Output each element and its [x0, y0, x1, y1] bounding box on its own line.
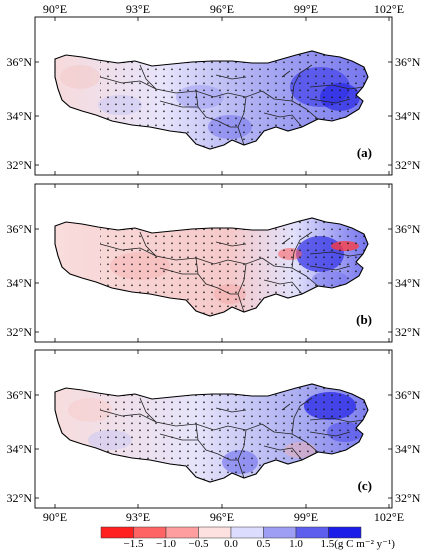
colorbar-tick-label: −1.0 — [156, 538, 176, 550]
lat-tick-right: 36°N — [395, 55, 421, 69]
colorbar-tick-label: −1.5 — [124, 538, 144, 550]
colorbar-swatch — [295, 526, 329, 539]
lat-tick-left: 32°N — [7, 325, 33, 339]
lat-tick-left: 34°N — [7, 109, 33, 123]
colorbar-swatch — [133, 526, 167, 539]
lat-tick-left: 34°N — [7, 276, 33, 290]
lon-tick-bottom: 96°E — [210, 510, 234, 524]
lat-tick-left: 34°N — [7, 442, 33, 456]
colorbar-tick-label: 0.5 — [257, 538, 271, 550]
colorbar-swatch — [165, 526, 199, 539]
lon-tick-top: 93°E — [126, 2, 150, 16]
lat-tick-right: 34°N — [395, 276, 421, 290]
lat-tick-left: 32°N — [7, 491, 33, 505]
map-panel: 36°N 36°N 34°N 34°N 32°N 32°N (a) — [7, 16, 421, 176]
map-panel: 36°N 36°N 34°N 34°N 32°N 32°N (c) — [7, 349, 421, 509]
lat-tick-right: 34°N — [395, 109, 421, 123]
map-panel: 36°N 36°N 34°N 34°N 32°N 32°N (b) — [7, 183, 421, 343]
lat-tick-right: 34°N — [395, 442, 421, 456]
lon-tick-top: 102°E — [374, 2, 404, 16]
lat-tick-left: 32°N — [7, 158, 33, 172]
colorbar-unit-label: 1.5(g C m⁻² y⁻¹) — [321, 538, 396, 550]
lon-tick-top: 96°E — [210, 2, 234, 16]
lat-tick-left: 36°N — [7, 222, 33, 236]
lat-tick-right: 36°N — [395, 388, 421, 402]
colorbar-swatch — [263, 526, 297, 539]
colorbar: −1.5 −1.0 −0.5 0.0 0.5 1.0 1.5(g C m⁻² y⁻¹) — [100, 526, 396, 550]
lon-tick-top: 90°E — [43, 2, 67, 16]
lat-tick-right: 32°N — [395, 325, 421, 339]
panel-label: (c) — [358, 478, 372, 493]
lat-tick-left: 36°N — [7, 55, 33, 69]
colorbar-tick-label: 1.0 — [289, 538, 303, 550]
lon-tick-bottom: 102°E — [374, 510, 404, 524]
lon-tick-bottom: 90°E — [43, 510, 67, 524]
lat-tick-right: 32°N — [395, 158, 421, 172]
colorbar-swatch — [198, 526, 232, 539]
colorbar-swatch — [230, 526, 264, 539]
lat-tick-right: 36°N — [395, 222, 421, 236]
lon-tick-top: 99°E — [294, 2, 318, 16]
lon-tick-bottom: 99°E — [294, 510, 318, 524]
colorbar-tick-label: −0.5 — [189, 538, 209, 550]
colorbar-tick-label: 0.0 — [224, 538, 238, 550]
colorbar-swatch — [328, 526, 362, 539]
colorbar-swatch — [100, 526, 134, 539]
panel-label: (a) — [357, 145, 372, 160]
lat-tick-left: 36°N — [7, 388, 33, 402]
panel-label: (b) — [356, 312, 372, 327]
lon-tick-bottom: 93°E — [126, 510, 150, 524]
lat-tick-right: 32°N — [395, 491, 421, 505]
